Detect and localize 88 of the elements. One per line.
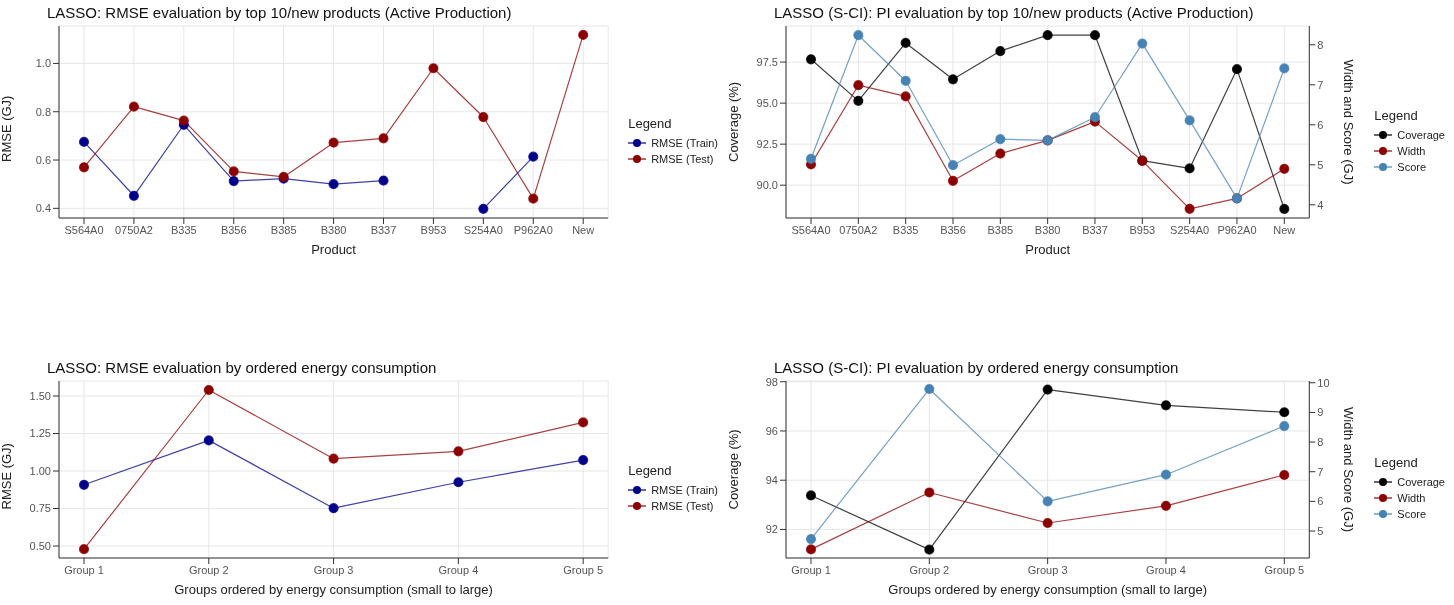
y-tick-label: 96 — [765, 424, 778, 437]
y-tick-label: 0.6 — [35, 153, 51, 166]
x-tick-label: Group 5 — [563, 563, 604, 576]
x-tick-label: 0750A2 — [839, 223, 878, 236]
x-tick-label: S254A0 — [1170, 223, 1210, 236]
x-tick-label: New — [572, 223, 595, 236]
x-tick-label: S254A0 — [463, 223, 503, 236]
y-tick-label: 92 — [765, 523, 778, 536]
legend-title: Legend — [1374, 455, 1419, 470]
y-tick-label: 1.0 — [35, 57, 51, 70]
x-tick-label: 0750A2 — [114, 223, 153, 236]
x-tick-label: B385 — [987, 223, 1014, 236]
x-axis-title: Groups ordered by energy consumption (small to large) — [174, 582, 493, 597]
y2-tick-label: 6 — [1317, 495, 1324, 508]
y2-tick-label: 7 — [1317, 78, 1324, 91]
y-tick-label: 97.5 — [756, 56, 778, 69]
x-tick-label: B953 — [420, 223, 447, 236]
y2-tick-label: 4 — [1317, 198, 1324, 211]
y2-tick-label: 8 — [1317, 435, 1324, 448]
y-tick-label: 94 — [765, 474, 778, 487]
y2-axis-title: Width and Score (GJ) — [1340, 59, 1356, 185]
y2-tick-label: 7 — [1317, 465, 1324, 478]
chart-title: LASSO: RMSE evaluation by top 10/new products (Active Production) — [47, 4, 512, 21]
x-tick-label: B385 — [270, 223, 297, 236]
x-tick-label: B337 — [1082, 223, 1108, 236]
x-tick-label: B953 — [1129, 223, 1156, 236]
y-tick-label: 1.00 — [29, 464, 51, 477]
y-tick-label: 90.0 — [756, 179, 778, 192]
legend-label: Width — [1397, 492, 1426, 504]
y-axis-title: Coverage (%) — [725, 429, 741, 510]
x-tick-label: Group 4 — [438, 563, 479, 576]
x-axis-title: Product — [311, 242, 357, 257]
y-tick-label: 98 — [765, 375, 778, 388]
legend-label: Score — [1397, 160, 1427, 173]
y-tick-label: 92.5 — [756, 138, 778, 151]
x-tick-label: P962A0 — [513, 223, 553, 236]
y-axis-title: RMSE (GJ) — [0, 443, 14, 510]
x-tick-label: S564A0 — [791, 223, 831, 236]
y-tick-label: 0.8 — [35, 105, 51, 118]
legend-label: RMSE (Train) — [651, 136, 718, 149]
x-tick-label: B337 — [370, 223, 397, 236]
y-tick-label: 1.25 — [29, 427, 51, 440]
y2-tick-label: 6 — [1317, 118, 1324, 131]
chart-title: LASSO (S-CI): PI evaluation by ordered energy consumption — [774, 359, 1179, 376]
legend-title: Legend — [628, 115, 673, 131]
legend-label: RMSE (Train) — [651, 484, 718, 496]
x-tick-label: New — [1273, 223, 1296, 236]
x-tick-label: Group 1 — [64, 563, 104, 576]
x-axis-title: Product — [1025, 242, 1071, 257]
y2-tick-label: 8 — [1317, 38, 1324, 51]
legend-title: Legend — [1374, 107, 1419, 123]
legend-label: RMSE (Test) — [651, 152, 714, 165]
x-tick-label: Group 5 — [1264, 563, 1305, 576]
x-axis-title: Groups ordered by energy consumption (small to large) — [888, 582, 1207, 597]
y-tick-label: 1.50 — [29, 389, 51, 402]
chart-title: LASSO: RMSE evaluation by ordered energy consumption — [47, 359, 437, 376]
legend-label: Coverage — [1397, 128, 1445, 141]
y-tick-label: 0.75 — [29, 502, 51, 515]
x-tick-label: B380 — [320, 223, 347, 236]
x-tick-label: Group 2 — [188, 563, 229, 576]
x-tick-label: S564A0 — [64, 223, 104, 236]
y2-tick-label: 5 — [1317, 524, 1324, 537]
x-tick-label: B356 — [940, 223, 966, 236]
legend-title: Legend — [628, 463, 673, 478]
x-tick-label: Group 1 — [791, 563, 831, 576]
y2-axis-title: Width and Score (GJ) — [1340, 407, 1356, 532]
y-axis-title: RMSE (GJ) — [0, 95, 14, 162]
x-tick-label: B356 — [220, 223, 247, 236]
x-tick-label: P962A0 — [1217, 223, 1257, 236]
y2-tick-label: 10 — [1317, 376, 1330, 389]
legend-label: Coverage — [1397, 476, 1445, 488]
y2-tick-label: 9 — [1317, 406, 1324, 419]
y2-tick-label: 5 — [1317, 158, 1324, 171]
legend-label: Width — [1397, 144, 1426, 157]
x-tick-label: B335 — [170, 223, 197, 236]
y-tick-label: 95.0 — [756, 97, 778, 110]
x-tick-label: Group 4 — [1146, 563, 1186, 576]
y-tick-label: 0.50 — [29, 539, 51, 552]
y-axis-title: Coverage (%) — [725, 81, 741, 162]
y-tick-label: 0.4 — [35, 202, 51, 215]
x-tick-label: B380 — [1034, 223, 1061, 236]
chart-title: LASSO (S-CI): PI evaluation by top 10/new products (Active Production) — [774, 4, 1254, 21]
x-tick-label: Group 3 — [313, 563, 354, 576]
x-tick-label: Group 2 — [909, 563, 950, 576]
legend-label: RMSE (Test) — [651, 500, 714, 512]
x-tick-label: B335 — [892, 223, 919, 236]
x-tick-label: Group 3 — [1027, 563, 1068, 576]
legend-label: Score — [1397, 508, 1427, 520]
